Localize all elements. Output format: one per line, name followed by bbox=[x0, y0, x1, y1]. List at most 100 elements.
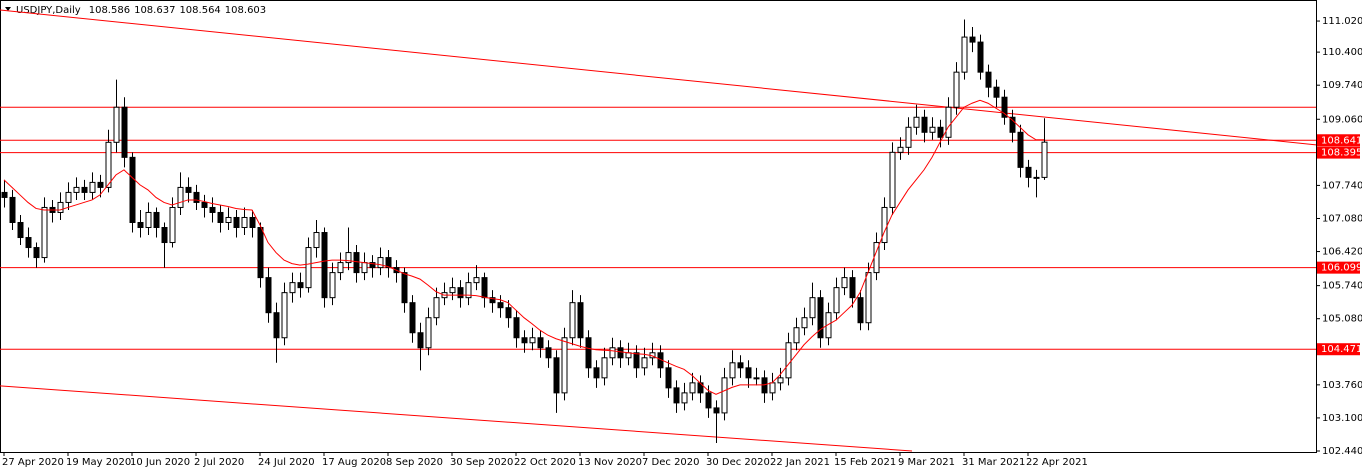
x-tick-label: 22 Apr 2021 bbox=[1026, 457, 1088, 468]
candle-body bbox=[513, 317, 520, 339]
level-label: 106.099 bbox=[1321, 263, 1362, 274]
candle-body bbox=[433, 297, 440, 319]
candle-body bbox=[137, 221, 144, 229]
candle-body bbox=[201, 201, 208, 208]
candle-body bbox=[25, 237, 32, 249]
y-tick-label: 107.080 bbox=[1322, 213, 1362, 224]
candle-body bbox=[321, 232, 328, 299]
candle-body bbox=[897, 146, 904, 153]
candle-body bbox=[489, 297, 496, 304]
candle-body bbox=[705, 392, 712, 409]
candle-body bbox=[777, 377, 784, 384]
x-tick-label: 8 Sep 2020 bbox=[386, 457, 443, 468]
candle-body bbox=[609, 347, 616, 359]
candle-body bbox=[193, 191, 200, 203]
candle-body bbox=[801, 317, 808, 329]
candle-body bbox=[841, 277, 848, 289]
candle-body bbox=[913, 116, 920, 128]
candle-body bbox=[337, 262, 344, 274]
candle-body bbox=[233, 216, 240, 229]
candle-body bbox=[905, 126, 912, 148]
x-tick-label: 19 May 2020 bbox=[66, 457, 131, 468]
candle-body bbox=[753, 377, 760, 380]
symbol: USDJPY,Daily bbox=[16, 5, 81, 16]
candle-body bbox=[617, 347, 624, 359]
x-tick-label: 27 Apr 2020 bbox=[2, 457, 64, 468]
candle-body bbox=[281, 292, 288, 339]
candle-body bbox=[601, 357, 608, 379]
x-tick-label: 24 Jul 2020 bbox=[258, 457, 315, 468]
x-tick-label: 15 Feb 2021 bbox=[834, 457, 896, 468]
candle-body bbox=[313, 232, 320, 249]
candle-body bbox=[1033, 176, 1040, 179]
candle-body bbox=[745, 367, 752, 379]
level-label-box bbox=[1317, 261, 1360, 274]
candle-body bbox=[553, 357, 560, 394]
candle-body bbox=[217, 211, 224, 223]
x-tick-label: 10 Jun 2020 bbox=[130, 457, 190, 468]
candle-body bbox=[825, 312, 832, 339]
candle-body bbox=[953, 71, 960, 108]
plot-frame bbox=[0, 0, 1317, 453]
menu-arrow bbox=[5, 7, 11, 11]
candle-body bbox=[849, 277, 856, 299]
candle-body bbox=[833, 287, 840, 314]
ohlc-value: 108.586 bbox=[89, 5, 130, 16]
candle-body bbox=[585, 337, 592, 369]
candle-body bbox=[929, 126, 936, 133]
moving-average bbox=[3, 99, 1044, 395]
candle-body bbox=[401, 272, 408, 304]
candle-body bbox=[305, 247, 312, 289]
candle-body bbox=[73, 186, 80, 193]
candle-body bbox=[97, 181, 104, 188]
candle-body bbox=[385, 257, 392, 269]
candle-body bbox=[481, 277, 488, 299]
y-tick-label: 105.740 bbox=[1322, 281, 1362, 292]
trendline bbox=[0, 385, 913, 452]
candle-body bbox=[9, 196, 16, 223]
candle-body bbox=[689, 382, 696, 394]
candle-body bbox=[785, 342, 792, 379]
candle-body bbox=[369, 262, 376, 269]
candle-body bbox=[65, 191, 72, 203]
candle-body bbox=[937, 126, 944, 138]
level-label: 104.471 bbox=[1321, 344, 1362, 355]
chart-header: USDJPY,Daily 108.586 108.637 108.564 108.603 bbox=[16, 5, 266, 16]
candle-body bbox=[81, 186, 88, 193]
candle-body bbox=[177, 186, 184, 208]
candle-body bbox=[1017, 131, 1024, 168]
candle-body bbox=[465, 282, 472, 299]
x-tick-label: 13 Nov 2020 bbox=[578, 457, 642, 468]
candle-body bbox=[257, 227, 264, 279]
candle-body bbox=[761, 377, 768, 394]
candle-body bbox=[265, 277, 272, 314]
candle-body bbox=[41, 206, 48, 259]
x-tick-label: 7 Dec 2020 bbox=[642, 457, 700, 468]
candle-body bbox=[1041, 141, 1048, 178]
trendline bbox=[0, 9, 1317, 146]
candle-body bbox=[969, 36, 976, 43]
candle-body bbox=[945, 106, 952, 138]
x-tick-label: 22 Oct 2020 bbox=[514, 457, 576, 468]
candle-body bbox=[577, 302, 584, 339]
candle-body bbox=[225, 216, 232, 223]
candle-body bbox=[673, 387, 680, 404]
ohlc-value: 108.564 bbox=[179, 5, 220, 16]
candle-body bbox=[809, 297, 816, 319]
candle-body bbox=[409, 302, 416, 334]
candle-body bbox=[1009, 116, 1016, 133]
candle-body bbox=[593, 367, 600, 379]
candle-body bbox=[345, 252, 352, 264]
candle-body bbox=[537, 337, 544, 349]
candle-body bbox=[737, 362, 744, 369]
candle-body bbox=[169, 206, 176, 244]
y-tick-label: 103.760 bbox=[1322, 380, 1362, 391]
candle-body bbox=[249, 216, 256, 229]
candle-body bbox=[665, 367, 672, 389]
candle-body bbox=[889, 151, 896, 208]
candle-body bbox=[145, 211, 152, 229]
ohlc-value: 108.637 bbox=[134, 5, 175, 16]
candle-body bbox=[57, 201, 64, 213]
y-tick-label: 105.080 bbox=[1322, 314, 1362, 325]
